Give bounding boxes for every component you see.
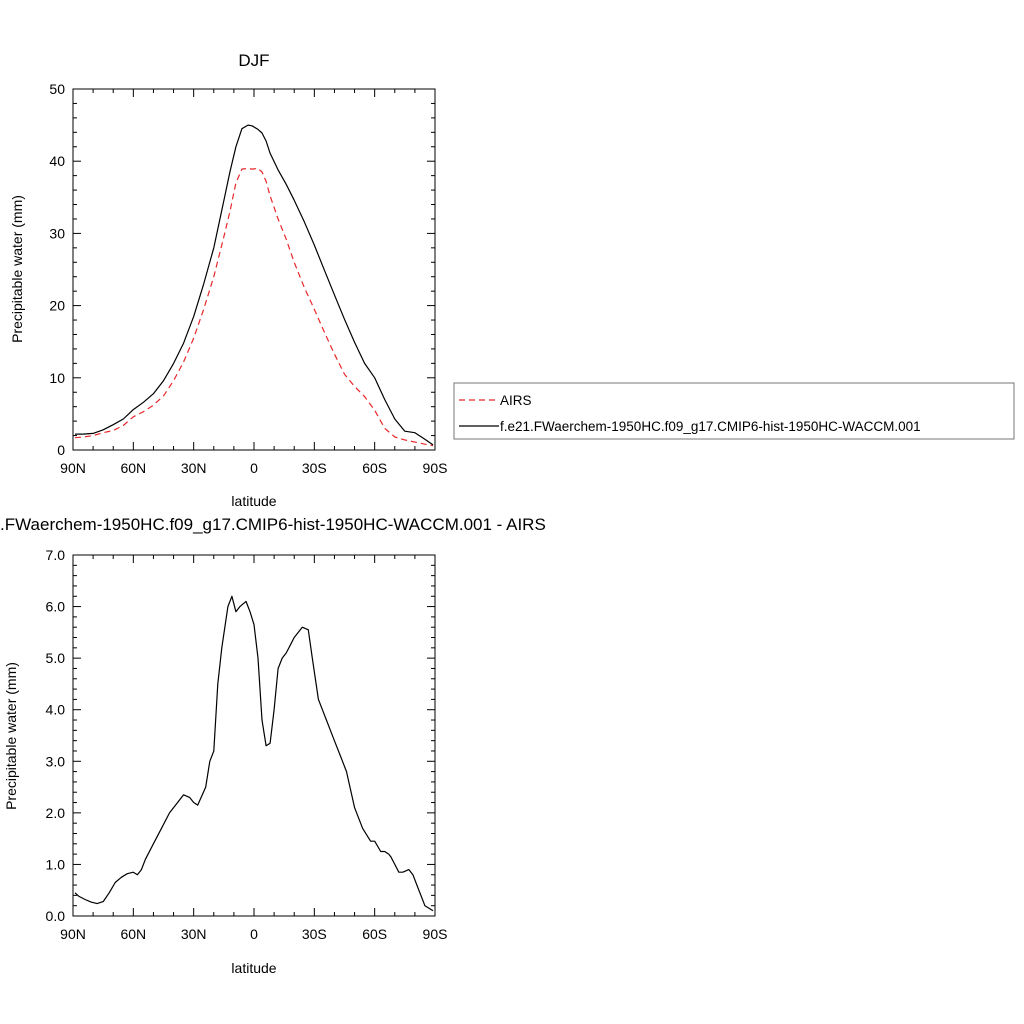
bottom-chart-x-tick-label: 60S [362,926,387,942]
bottom-chart-y-tick-label: 0.0 [46,908,66,924]
top-chart-y-tick-label: 30 [49,225,65,241]
legend-label-airs: AIRS [500,393,532,408]
bottom-chart-y-tick-label: 4.0 [46,702,66,718]
bottom-chart-y-tick-label: 2.0 [46,805,66,821]
bottom-chart-x-tick-label: 60N [120,926,146,942]
bottom-chart-title: f.e21.FWaerchem-1950HC.f09_g17.CMIP6-his… [0,515,546,534]
bottom-chart-y-tick-label: 1.0 [46,856,66,872]
bottom-chart-x-tick-label: 30S [302,926,327,942]
bottom-chart-y-tick-label: 7.0 [46,547,66,563]
legend-box [453,382,1015,440]
bottom-chart-y-tick-label: 5.0 [46,650,66,666]
bottom-chart-x-tick-label: 90S [423,926,448,942]
legend-label-model: f.e21.FWaerchem-1950HC.f09_g17.CMIP6-his… [500,419,921,434]
top-chart-y-tick-label: 40 [49,153,65,169]
bottom-chart-x-tick-label: 90N [60,926,86,942]
bottom-chart-x-tick-label: 30N [181,926,207,942]
bottom-chart-plot-frame [72,554,436,917]
top-chart-y-tick-label: 20 [49,298,65,314]
top-chart-x-tick-label: 90S [423,460,448,476]
legend: AIRS f.e21.FWaerchem-1950HC.f09_g17.CMIP… [453,382,1015,440]
top-chart-series-line-airs [74,167,434,447]
top-chart-x-tick-label: 30N [181,460,207,476]
top-chart-series-line-model [75,124,434,446]
top-chart-title: DJF [238,51,269,70]
bottom-chart-x-tick-label: 0 [250,926,258,942]
bottom-chart: f.e21.FWaerchem-1950HC.f09_g17.CMIP6-his… [0,515,546,976]
top-chart-x-tick-label: 60N [120,460,146,476]
top-chart-x-tick-label: 0 [250,460,258,476]
top-chart-x-tick-label: 60S [362,460,387,476]
top-chart-x-tick-label: 30S [302,460,327,476]
bottom-chart-x-axis-label: latitude [231,960,276,976]
top-chart-y-axis-label: Precipitable water (mm) [9,195,25,343]
bottom-chart-y-axis-label: Precipitable water (mm) [3,662,19,810]
top-chart-x-tick-label: 90N [60,460,86,476]
bottom-chart-y-tick-label: 3.0 [46,753,66,769]
top-chart-y-tick-label: 50 [49,81,65,97]
top-chart-y-tick-label: 10 [49,370,65,386]
top-chart-x-axis-label: latitude [231,493,276,509]
bottom-chart-series-line-difference [74,595,434,912]
top-chart-y-tick-label: 0 [57,442,65,458]
top-chart-plot-frame [72,88,436,451]
top-chart: DJF 90N 60N 30N 0 30S 60S 90S 0 10 20 30 40 50 latit… [9,51,447,509]
bottom-chart-y-tick-label: 6.0 [46,599,66,615]
